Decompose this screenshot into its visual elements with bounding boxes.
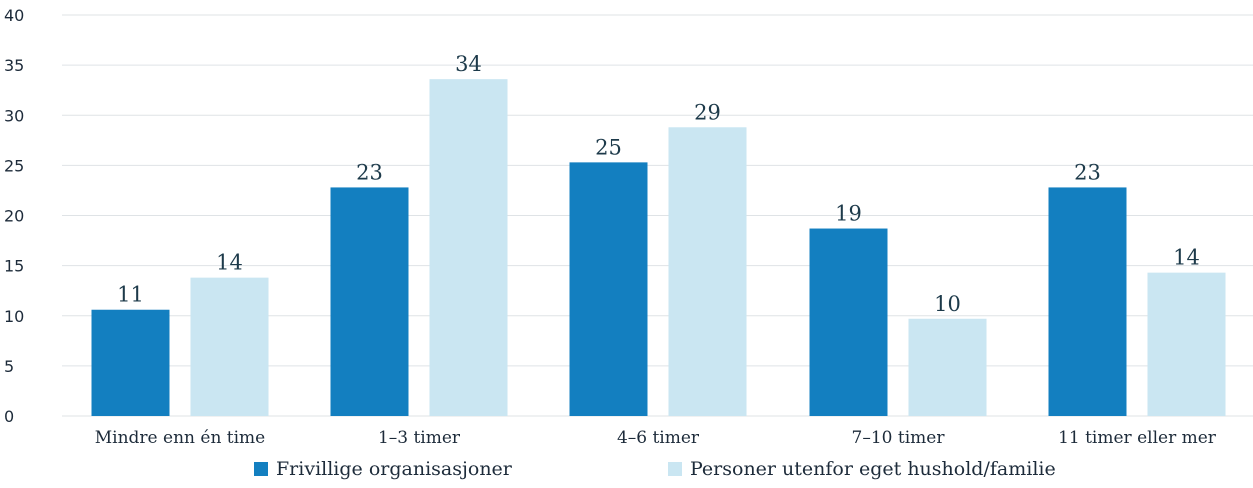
- bar-chart: 0 5 10 15 20 25 30 35 40 11 23 25 19 23 14 34 29 10 14 Mind…: [4, 6, 1253, 448]
- bar: [1147, 272, 1226, 416]
- bar: [330, 187, 409, 416]
- data-label: 23: [356, 160, 383, 184]
- y-tick-label: 15: [4, 257, 24, 276]
- x-tick-label: 4–6 timer: [617, 428, 700, 448]
- bar: [668, 127, 747, 416]
- legend-item-personer: Personer utenfor eget hushold/familie: [668, 458, 1056, 480]
- data-label: 29: [694, 100, 721, 124]
- bar: [809, 228, 888, 416]
- x-tick-label: 11 timer eller mer: [1058, 428, 1217, 448]
- x-tick-label: 1–3 timer: [378, 428, 461, 448]
- bar: [190, 277, 269, 416]
- data-label: 10: [934, 292, 961, 316]
- y-tick-label: 5: [4, 357, 14, 376]
- legend-swatch-frivillige: [254, 462, 268, 476]
- y-tick-label: 20: [4, 207, 24, 226]
- y-tick-label: 25: [4, 156, 24, 175]
- y-tick-label: 35: [4, 56, 24, 75]
- legend-label-personer: Personer utenfor eget hushold/familie: [690, 458, 1056, 480]
- bar: [569, 162, 648, 416]
- data-label: 19: [835, 202, 862, 226]
- data-label: 14: [216, 251, 243, 275]
- bar: [429, 79, 508, 416]
- data-label: 25: [595, 135, 622, 159]
- bar: [908, 318, 987, 416]
- legend: Frivillige organisasjoner Personer utenf…: [0, 458, 1253, 488]
- data-label: 23: [1074, 160, 1101, 184]
- legend-label-frivillige: Frivillige organisasjoner: [276, 458, 512, 480]
- y-tick-label: 0: [4, 407, 14, 426]
- legend-swatch-personer: [668, 462, 682, 476]
- x-tick-label: Mindre enn én time: [95, 428, 266, 448]
- legend-item-frivillige: Frivillige organisasjoner: [254, 458, 512, 480]
- data-label: 34: [455, 52, 482, 76]
- y-tick-label: 30: [4, 106, 24, 125]
- data-label: 14: [1173, 246, 1200, 270]
- x-tick-label: 7–10 timer: [852, 428, 946, 448]
- y-tick-label: 10: [4, 307, 24, 326]
- y-tick-label: 40: [4, 6, 24, 25]
- bar: [91, 309, 170, 416]
- data-label: 11: [117, 283, 144, 307]
- bar: [1048, 187, 1127, 416]
